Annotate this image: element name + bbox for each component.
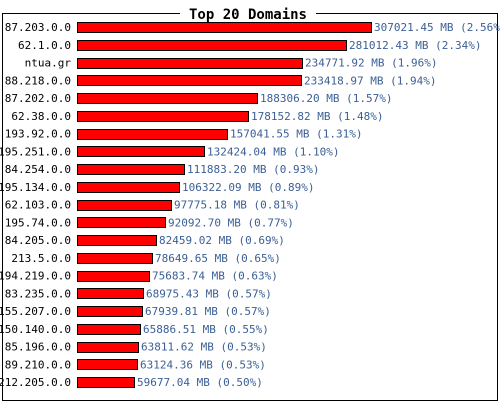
value-label: 75683.74 MB (0.63%) — [152, 270, 278, 283]
value-label: 92092.70 MB (0.77%) — [168, 216, 294, 229]
value-label: 59677.04 MB (0.50%) — [137, 376, 263, 389]
category-label: 62.1.0.0 — [18, 39, 71, 52]
bar — [77, 288, 144, 299]
category-label: 62.103.0.0 — [5, 199, 71, 212]
bar — [77, 164, 185, 175]
bar — [77, 217, 166, 228]
bar — [77, 146, 205, 157]
value-label: 233418.97 MB (1.94%) — [304, 74, 436, 87]
category-label: ntua.gr — [25, 57, 72, 70]
category-label: 150.140.0.0 — [0, 323, 71, 336]
category-label: 155.207.0.0 — [0, 305, 71, 318]
bar — [77, 359, 138, 370]
bar — [77, 129, 228, 140]
bar — [77, 111, 249, 122]
category-label: 87.203.0.0 — [5, 21, 71, 34]
bar — [77, 306, 143, 317]
category-label: 84.254.0.0 — [5, 163, 71, 176]
value-label: 68975.43 MB (0.57%) — [146, 287, 272, 300]
value-label: 63124.36 MB (0.53%) — [140, 358, 266, 371]
value-label: 106322.09 MB (0.89%) — [182, 181, 314, 194]
value-label: 63811.62 MB (0.53%) — [141, 341, 267, 354]
value-label: 188306.20 MB (1.57%) — [260, 92, 392, 105]
value-label: 234771.92 MB (1.96%) — [305, 57, 437, 70]
value-label: 307021.45 MB (2.56%) — [374, 21, 500, 34]
bar — [77, 271, 150, 282]
bar — [77, 324, 141, 335]
bar — [77, 253, 153, 264]
category-label: 85.196.0.0 — [5, 341, 71, 354]
value-label: 97775.18 MB (0.81%) — [174, 199, 300, 212]
category-label: 195.251.0.0 — [0, 145, 71, 158]
value-label: 157041.55 MB (1.31%) — [230, 128, 362, 141]
bar — [77, 235, 157, 246]
bar — [77, 182, 180, 193]
bar — [77, 58, 303, 69]
category-label: 195.74.0.0 — [5, 216, 71, 229]
category-label: 87.202.0.0 — [5, 92, 71, 105]
value-label: 178152.82 MB (1.48%) — [251, 110, 383, 123]
category-label: 83.235.0.0 — [5, 287, 71, 300]
value-label: 67939.81 MB (0.57%) — [145, 305, 271, 318]
category-label: 89.210.0.0 — [5, 358, 71, 371]
category-label: 194.219.0.0 — [0, 270, 71, 283]
value-label: 281012.43 MB (2.34%) — [349, 39, 481, 52]
bar — [77, 75, 302, 86]
category-label: 213.5.0.0 — [11, 252, 71, 265]
value-label: 132424.04 MB (1.10%) — [207, 145, 339, 158]
category-label: 62.38.0.0 — [11, 110, 71, 123]
title-backdrop — [180, 4, 316, 24]
value-label: 78649.65 MB (0.65%) — [155, 252, 281, 265]
bar — [77, 40, 347, 51]
value-label: 111883.20 MB (0.93%) — [187, 163, 319, 176]
bar — [77, 200, 172, 211]
value-label: 65886.51 MB (0.55%) — [143, 323, 269, 336]
bar — [77, 22, 372, 33]
category-label: 193.92.0.0 — [5, 128, 71, 141]
category-label: 195.134.0.0 — [0, 181, 71, 194]
bar — [77, 342, 139, 353]
category-label: 88.218.0.0 — [5, 74, 71, 87]
category-label: 84.205.0.0 — [5, 234, 71, 247]
bar-rows: 87.203.0.0 307021.45 MB (2.56%) 62.1.0.0 28… — [0, 21, 500, 389]
value-label: 82459.02 MB (0.69%) — [159, 234, 285, 247]
bar — [77, 377, 135, 388]
category-label: 212.205.0.0 — [0, 376, 71, 389]
chart-title: Top 20 Domains — [189, 7, 307, 23]
bar — [77, 93, 258, 104]
